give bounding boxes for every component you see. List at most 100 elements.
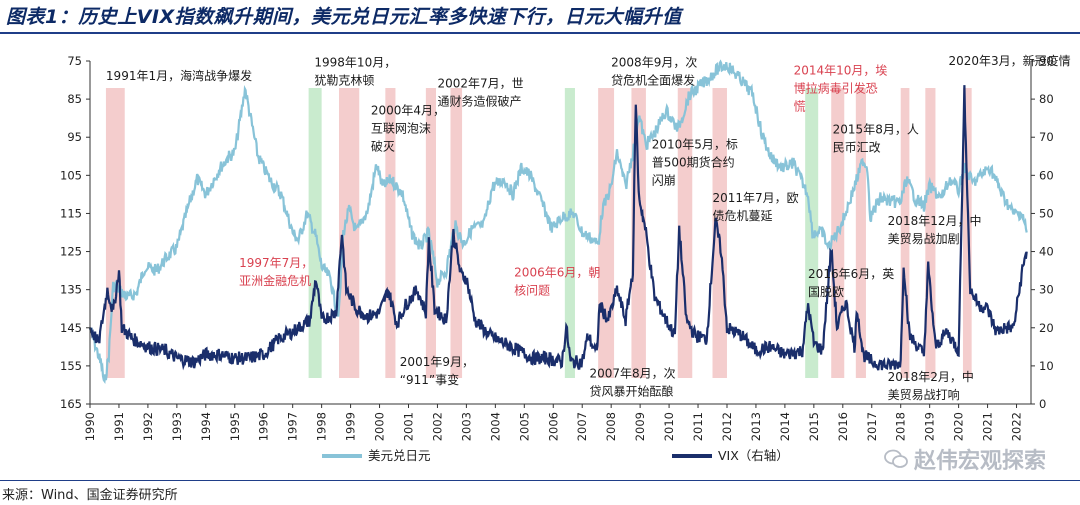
x-tick-label: 2000 bbox=[373, 412, 387, 441]
x-tick-label: 2012 bbox=[720, 412, 734, 441]
x-tick-label: 2014 bbox=[778, 412, 792, 441]
shaded-period-5 bbox=[450, 88, 463, 378]
annotation-line: 2008年9月，次 bbox=[611, 56, 697, 70]
annotation-line: 债危机蔓延 bbox=[713, 209, 773, 223]
annotation-0: 1991年1月，海湾战争爆发 bbox=[106, 68, 252, 83]
legend-label-1: VIX（右轴） bbox=[718, 448, 789, 463]
x-tick-label: 1999 bbox=[344, 412, 358, 441]
left-tick-label: 145 bbox=[60, 321, 82, 335]
x-tick-label: 1995 bbox=[228, 412, 242, 441]
annotation-line: 国脱欧 bbox=[808, 284, 844, 299]
annotation-line: 贷危机全面爆发 bbox=[611, 73, 695, 88]
left-tick-label: 105 bbox=[60, 168, 82, 182]
annotation-line: 民币汇改 bbox=[833, 140, 881, 154]
annotation-line: 亚洲金融危机 bbox=[239, 273, 311, 288]
wechat-icon bbox=[884, 449, 908, 468]
annotation-line: 博拉病毒引发恐 bbox=[794, 80, 878, 95]
axes: 75 85 95 105 115 125 135 145 155 165 0 10 20 30 40 50 60… bbox=[60, 54, 1054, 441]
annotation-line: 普500期货合约 bbox=[652, 155, 735, 170]
annotation-line: “911”事变 bbox=[400, 372, 459, 387]
right-tick-label: 50 bbox=[1039, 206, 1054, 220]
shaded-period-16 bbox=[962, 88, 972, 378]
x-tick-label: 2003 bbox=[459, 412, 473, 441]
annotation-7: 2010年5月，标普500期货合约闪崩 bbox=[652, 138, 738, 188]
annotation-line: 2020年3月，新冠疫情 bbox=[948, 53, 1070, 68]
left-tick-label: 155 bbox=[60, 359, 82, 373]
annotation-line: 2018年12月，中 bbox=[888, 213, 982, 228]
shaded-period-10 bbox=[712, 88, 727, 378]
annotation-12: 2018年12月，中美贸易战加剧 bbox=[888, 213, 982, 246]
right-tick-label: 0 bbox=[1039, 397, 1046, 411]
right-tick-label: 60 bbox=[1039, 168, 1054, 182]
shaded-period-6 bbox=[564, 88, 575, 378]
x-tick-label: 2011 bbox=[691, 412, 705, 441]
annotation-2: 2000年4月， 互联网泡沫破灭 bbox=[371, 103, 445, 153]
annotation-line: 贷风暴开始酝酿 bbox=[589, 383, 673, 398]
x-tick-label: 2004 bbox=[488, 412, 502, 441]
annotation-6: 2020年3月，新冠疫情 bbox=[948, 53, 1070, 68]
title-rule bbox=[0, 32, 1080, 34]
x-tick-label: 1998 bbox=[315, 412, 329, 441]
annotation-line: 破灭 bbox=[371, 138, 395, 153]
right-tick-label: 10 bbox=[1039, 359, 1054, 373]
source-note: 来源：Wind、国金证券研究所 bbox=[2, 488, 178, 503]
annotation-1: 1998年10月， 犹勒克林顿 bbox=[314, 56, 396, 88]
x-tick-label: 2015 bbox=[807, 412, 821, 441]
annotation-line: 通财务造假破产 bbox=[437, 94, 521, 109]
annotation-line: 2016年6月，英 bbox=[808, 267, 894, 281]
shaded-period-9 bbox=[677, 88, 693, 378]
x-tick-label: 2018 bbox=[894, 412, 908, 441]
annotation-line: 2014年10月，埃 bbox=[794, 63, 888, 77]
shaded-period-2 bbox=[339, 88, 360, 378]
shaded-period-0 bbox=[105, 88, 125, 378]
annotation-line: 2011年7月，欧 bbox=[713, 191, 799, 205]
left-tick-label: 115 bbox=[60, 206, 82, 220]
left-tick-label: 95 bbox=[67, 130, 82, 144]
left-tick-label: 125 bbox=[60, 245, 82, 259]
left-tick-label: 165 bbox=[60, 397, 82, 411]
annotation-line: 1998年10月， bbox=[314, 56, 396, 70]
right-tick-label: 40 bbox=[1039, 245, 1054, 259]
vix-series bbox=[88, 85, 1028, 371]
x-tick-label: 2010 bbox=[662, 412, 676, 441]
x-tick-label: 2022 bbox=[1010, 412, 1024, 441]
x-tick-label: 1996 bbox=[257, 412, 271, 441]
annotation-14: 2001年9月， “911”事变 bbox=[400, 355, 474, 387]
x-tick-label: 2009 bbox=[633, 412, 647, 441]
annotation-16: 2018年2月，中美贸易战打响 bbox=[888, 369, 974, 402]
x-tick-label: 1992 bbox=[141, 412, 155, 441]
x-tick-label: 2019 bbox=[923, 412, 937, 441]
shaded-period-14 bbox=[900, 88, 910, 378]
x-tick-label: 2020 bbox=[952, 412, 966, 441]
x-tick-label: 2016 bbox=[836, 412, 850, 441]
annotation-line: 2002年7月，世 bbox=[437, 77, 523, 91]
chart: 75 85 95 105 115 125 135 145 155 165 0 10 20 30 40 50 60… bbox=[60, 53, 1071, 463]
right-tick-label: 80 bbox=[1039, 92, 1054, 106]
annotation-line: 美贸易战加剧 bbox=[888, 232, 960, 246]
left-tick-label: 75 bbox=[67, 54, 82, 68]
usdjpy-line bbox=[88, 59, 1028, 385]
x-tick-label: 2021 bbox=[981, 412, 995, 441]
shaded-period-15 bbox=[925, 88, 936, 378]
right-tick-label: 90 bbox=[1039, 54, 1054, 68]
vix-line bbox=[88, 85, 1028, 371]
x-tick-label: 2007 bbox=[575, 412, 589, 441]
annotation-9: 2011年7月，欧债危机蔓延 bbox=[713, 191, 799, 223]
x-tick-label: 2005 bbox=[517, 412, 531, 441]
x-tick-label: 1997 bbox=[286, 412, 300, 441]
annotation-4: 2008年9月，次贷危机全面爆发 bbox=[611, 56, 697, 88]
annotation-3: 2002年7月，世通财务造假破产 bbox=[437, 77, 523, 109]
x-tick-label: 1990 bbox=[83, 412, 97, 441]
annotation-line: 闪崩 bbox=[652, 174, 676, 188]
annotation-line: 2000年4月， bbox=[371, 103, 445, 117]
x-tick-label: 2002 bbox=[430, 412, 444, 441]
x-tick-label: 2008 bbox=[604, 412, 618, 441]
right-tick-label: 30 bbox=[1039, 283, 1054, 297]
annotation-line: 慌 bbox=[794, 99, 806, 113]
annotation-15: 2007年8月，次贷风暴开始酝酿 bbox=[589, 366, 675, 398]
annotation-line: 2001年9月， bbox=[400, 355, 474, 369]
x-tick-label: 2013 bbox=[749, 412, 763, 441]
bottom-rule bbox=[0, 480, 1080, 481]
watermark: 赵伟宏观探索 bbox=[884, 443, 1046, 475]
x-tick-label: 2017 bbox=[865, 412, 879, 441]
